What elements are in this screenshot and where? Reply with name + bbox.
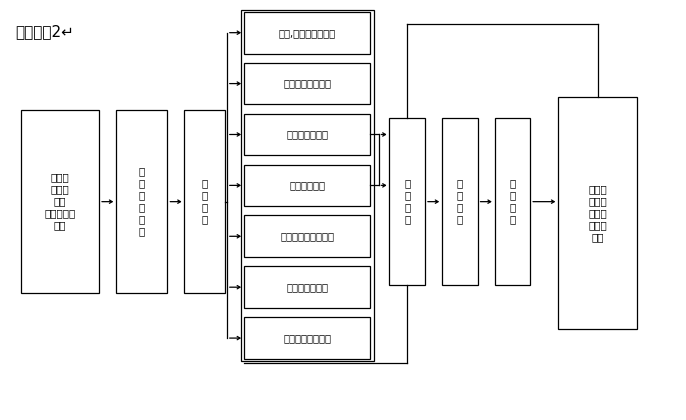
Bar bbox=[558, 97, 637, 329]
Bar bbox=[244, 266, 370, 308]
Bar bbox=[241, 10, 374, 361]
Text: 软岩变形可能性判释: 软岩变形可能性判释 bbox=[280, 231, 334, 241]
Text: 洞内超
前地质
预报
超前水平钻
探孔: 洞内超 前地质 预报 超前水平钻 探孔 bbox=[44, 173, 75, 231]
Text: 动
态
设
计: 动 态 设 计 bbox=[457, 178, 463, 225]
Text: 高地温可能性判释: 高地温可能性判释 bbox=[283, 79, 331, 89]
Bar bbox=[495, 118, 530, 285]
Bar bbox=[244, 215, 370, 257]
Text: 专
家
评
判: 专 家 评 判 bbox=[202, 178, 208, 225]
Text: 对预报
成果进
行工后
确报与
复核: 对预报 成果进 行工后 确报与 复核 bbox=[588, 184, 607, 242]
Bar bbox=[244, 165, 370, 206]
Text: 高地应力判释: 高地应力判释 bbox=[289, 180, 325, 190]
Text: 设
计
单
位: 设 计 单 位 bbox=[404, 178, 410, 225]
Text: 岩爆可能性判释: 岩爆可能性判释 bbox=[286, 282, 328, 292]
Text: 涌水,涌泥可能性判释: 涌水,涌泥可能性判释 bbox=[279, 28, 335, 38]
Text: 实
施
施
工: 实 施 施 工 bbox=[509, 178, 516, 225]
Text: 序参见图2↵: 序参见图2↵ bbox=[15, 24, 74, 39]
Text: 断层可能性判释: 断层可能性判释 bbox=[286, 129, 328, 139]
Bar bbox=[21, 110, 99, 294]
Bar bbox=[244, 63, 370, 105]
Bar bbox=[116, 110, 167, 294]
Bar bbox=[244, 114, 370, 155]
Text: 信
息
采
集
收
集: 信 息 采 集 收 集 bbox=[139, 167, 145, 236]
Bar bbox=[185, 110, 226, 294]
Bar bbox=[244, 317, 370, 359]
Bar bbox=[390, 118, 425, 285]
Bar bbox=[442, 118, 477, 285]
Bar bbox=[244, 12, 370, 53]
Text: 其他地质病害判释: 其他地质病害判释 bbox=[283, 333, 331, 343]
